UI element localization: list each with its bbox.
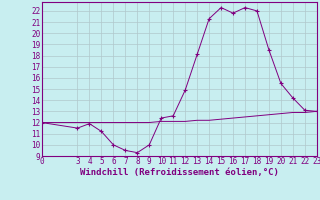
X-axis label: Windchill (Refroidissement éolien,°C): Windchill (Refroidissement éolien,°C) xyxy=(80,168,279,177)
